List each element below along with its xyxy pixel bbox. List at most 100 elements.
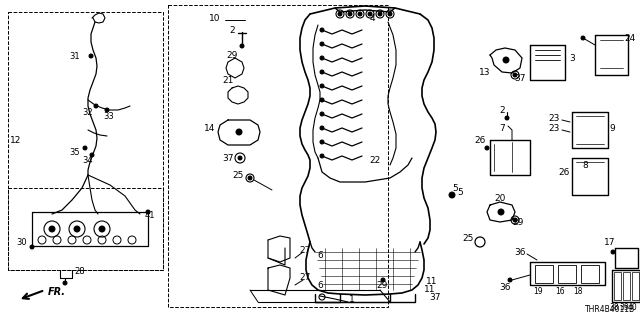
Circle shape [320,98,324,102]
Text: 6: 6 [317,251,323,260]
Text: 20: 20 [494,194,506,203]
Circle shape [320,126,324,130]
Bar [8,188,163,270]
Text: 39: 39 [619,303,629,313]
Text: 40: 40 [628,303,638,313]
Circle shape [348,12,352,16]
Text: 24: 24 [625,34,636,43]
Circle shape [238,156,242,160]
Bar [581,265,599,283]
Circle shape [513,73,517,77]
Circle shape [94,104,98,108]
Circle shape [30,245,34,249]
Text: 10: 10 [209,13,221,22]
Text: 29: 29 [376,281,388,290]
Circle shape [485,146,489,150]
Bar [535,265,553,283]
Circle shape [90,153,94,157]
Text: 35: 35 [70,148,80,156]
Circle shape [378,12,382,16]
Circle shape [240,44,244,48]
Circle shape [320,140,324,144]
Text: 11: 11 [426,277,438,286]
Circle shape [236,129,242,135]
Text: 12: 12 [10,135,22,145]
Text: 23: 23 [548,114,560,123]
Text: 5: 5 [457,188,463,196]
Circle shape [611,250,615,254]
Text: 5: 5 [452,183,458,193]
Circle shape [505,116,509,120]
Circle shape [89,54,93,58]
Circle shape [508,278,512,282]
Text: 25: 25 [232,171,244,180]
Bar [558,265,576,283]
Text: 33: 33 [104,111,115,121]
Text: 37: 37 [222,154,234,163]
Circle shape [358,12,362,16]
Bar [614,272,621,300]
Text: 4: 4 [369,13,375,22]
Text: 37: 37 [515,74,525,83]
Text: 29: 29 [227,51,237,60]
Circle shape [248,176,252,180]
Text: 3: 3 [569,53,575,62]
Text: 41: 41 [145,211,156,220]
Circle shape [381,278,385,282]
Circle shape [320,112,324,116]
Circle shape [320,84,324,88]
Circle shape [449,192,455,198]
Text: 16: 16 [555,287,565,297]
Circle shape [498,209,504,215]
Text: 8: 8 [582,161,588,170]
Text: 2: 2 [229,26,235,35]
Circle shape [388,12,392,16]
Text: 19: 19 [533,287,543,297]
Text: 32: 32 [83,108,93,116]
Text: 37: 37 [429,293,441,302]
Bar [168,5,388,307]
Circle shape [503,57,509,63]
Text: 9: 9 [609,124,615,132]
Text: 2: 2 [499,106,505,115]
Text: 31: 31 [70,52,80,60]
Text: 26: 26 [558,167,570,177]
Text: FR.: FR. [48,287,66,297]
Circle shape [338,12,342,16]
Text: 11: 11 [424,285,436,294]
Text: 7: 7 [499,124,505,132]
Text: 23: 23 [548,124,560,132]
Text: THR4B4011B: THR4B4011B [585,305,635,314]
Text: 27: 27 [300,245,310,254]
Circle shape [105,108,109,112]
Text: 6: 6 [317,281,323,290]
Circle shape [146,210,150,214]
Text: 13: 13 [479,68,491,76]
Bar [623,272,630,300]
Circle shape [513,218,517,222]
Text: 1: 1 [349,295,355,305]
Text: 22: 22 [369,156,381,164]
Circle shape [581,36,585,40]
Circle shape [368,12,372,16]
Text: 36: 36 [499,284,511,292]
Circle shape [63,281,67,285]
Circle shape [320,70,324,74]
Bar [632,272,639,300]
Text: 27: 27 [300,274,310,283]
Circle shape [320,154,324,158]
Circle shape [83,146,87,150]
Circle shape [320,28,324,32]
Circle shape [49,226,55,232]
Text: 26: 26 [474,135,486,145]
Text: 29: 29 [512,218,524,227]
Circle shape [320,42,324,46]
Text: 34: 34 [83,156,93,164]
Text: 21: 21 [222,76,234,84]
Circle shape [74,226,80,232]
Circle shape [99,226,105,232]
Circle shape [320,56,324,60]
Text: 28: 28 [75,268,85,276]
Text: 14: 14 [204,124,216,132]
Text: 30: 30 [17,237,28,246]
